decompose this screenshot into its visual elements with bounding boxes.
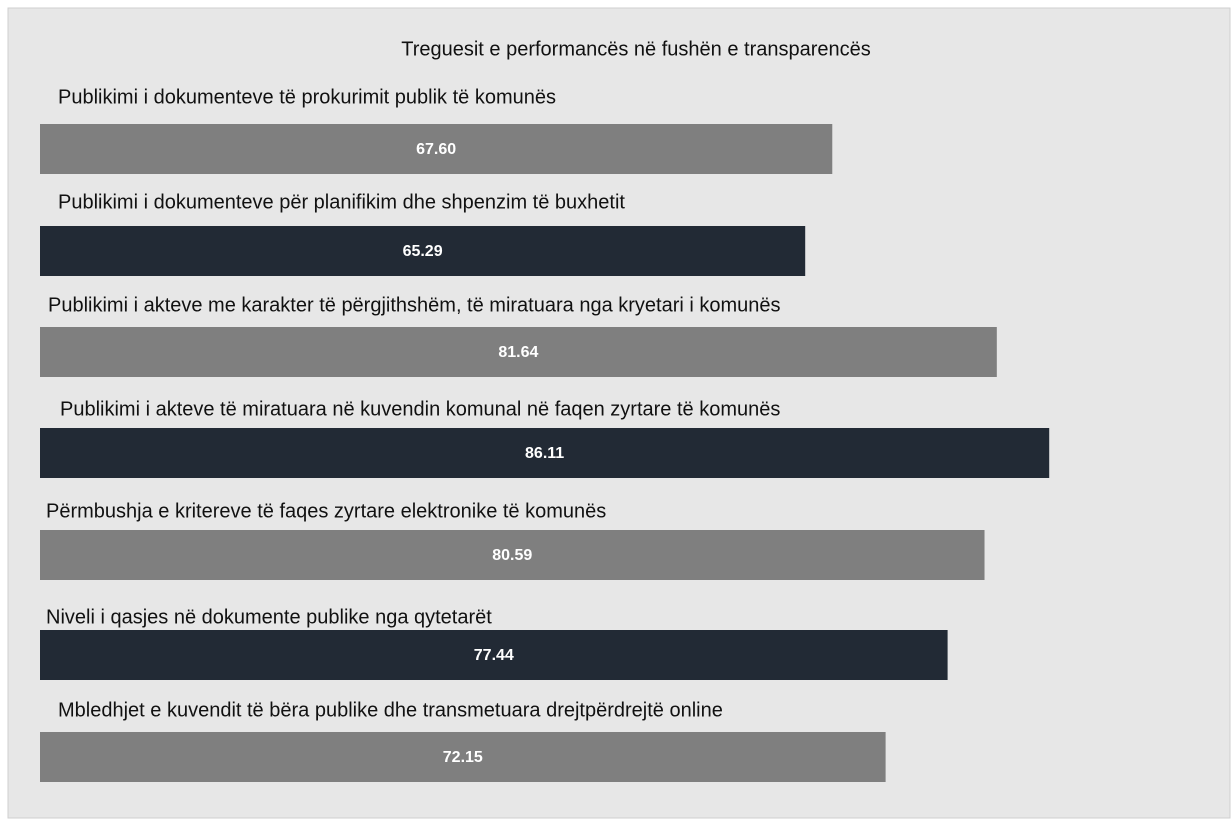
bar: [40, 530, 985, 580]
value-label: 86.11: [525, 445, 564, 462]
category-label: Publikimi i dokumenteve të prokurimit pu…: [58, 86, 556, 108]
bar: [40, 428, 1050, 478]
value-label: 72.15: [443, 749, 483, 766]
category-label: Niveli i qasjes në dokumente publike nga…: [46, 606, 492, 628]
category-label: Përmbushja e kritereve të faqes zyrtare …: [46, 500, 606, 522]
category-label: Publikimi i akteve me karakter të përgji…: [48, 294, 781, 316]
category-label: Publikimi i akteve të miratuara në kuven…: [60, 398, 780, 420]
value-label: 65.29: [403, 243, 443, 260]
value-label: 67.60: [416, 141, 456, 158]
category-label: Publikimi i dokumenteve për planifikim d…: [58, 191, 625, 213]
category-label: Mbledhjet e kuvendit të bëra publike dhe…: [58, 699, 723, 721]
value-label: 81.64: [498, 344, 538, 361]
bar: [40, 732, 886, 782]
bar: [40, 630, 948, 680]
chart-title: Treguesit e performancës në fushën e tra…: [401, 38, 871, 60]
bar: [40, 327, 997, 377]
value-label: 77.44: [474, 647, 514, 664]
value-label: 80.59: [492, 547, 532, 564]
bar: [40, 226, 806, 276]
bar: [40, 124, 833, 174]
